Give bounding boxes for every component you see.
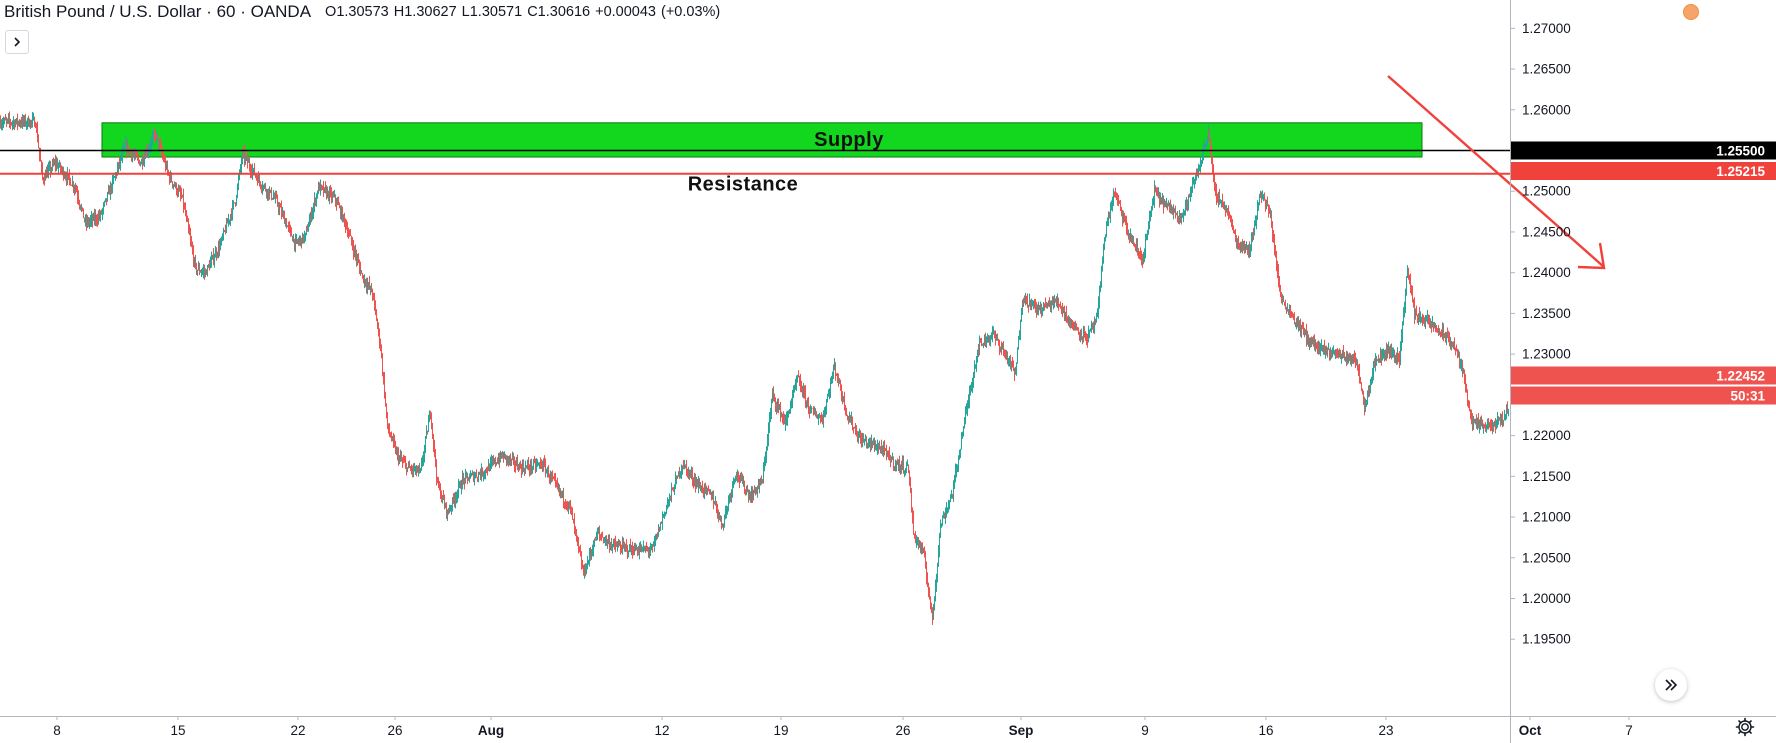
x-tick-label: 19 xyxy=(773,723,788,738)
y-tick-label: 1.25000 xyxy=(1522,184,1571,199)
scroll-to-realtime-button[interactable] xyxy=(1655,669,1687,701)
y-tick-label: 1.20000 xyxy=(1522,591,1571,606)
x-tick-label: 7 xyxy=(1625,723,1633,738)
x-tick-label: 23 xyxy=(1378,723,1393,738)
price-tag-label: 1.25215 xyxy=(1716,164,1765,179)
down-arrow-head xyxy=(1577,242,1606,270)
x-tick-label: 12 xyxy=(654,723,669,738)
supply-zone xyxy=(101,122,1423,158)
y-tick-label: 1.23000 xyxy=(1522,347,1571,362)
price-tag-label: 50:31 xyxy=(1730,388,1765,403)
y-tick-label: 1.26000 xyxy=(1522,102,1571,117)
expand-legend-button[interactable] xyxy=(5,30,29,54)
x-tick-label: Aug xyxy=(478,723,504,738)
double-chevron-right-icon xyxy=(1665,679,1678,691)
alert-dot-icon[interactable] xyxy=(1683,4,1699,20)
y-tick-label: 1.21500 xyxy=(1522,469,1571,484)
ohlc-values: O1.30573 H1.30627 L1.30571 C1.30616 +0.0… xyxy=(325,4,721,20)
x-tick-label: 22 xyxy=(290,723,305,738)
chevron-right-icon xyxy=(14,37,21,47)
candles xyxy=(0,111,1509,625)
price-tag-bg xyxy=(1511,386,1776,405)
x-tick-label: 9 xyxy=(1141,723,1149,738)
x-tick-label: 15 xyxy=(170,723,185,738)
price-tag-bg xyxy=(1511,141,1776,160)
x-tick-label: 8 xyxy=(53,723,61,738)
y-tick-label: 1.21000 xyxy=(1522,510,1571,525)
time-axis: 8 15 22 26 Aug 12 19 26 Sep 9 16 23 Oct 7 xyxy=(0,716,1776,738)
y-tick-label: 1.27000 xyxy=(1522,21,1571,36)
x-tick-label: 26 xyxy=(895,723,910,738)
symbol-title[interactable]: British Pound / U.S. Dollar · 60 · OANDA xyxy=(4,2,312,21)
price-axis: 1.19500 1.20000 1.20500 1.21000 1.21500 1.220… xyxy=(1510,0,1776,743)
y-tick-label: 1.26500 xyxy=(1522,62,1571,77)
price-tag-bg xyxy=(1511,162,1776,180)
supply-label: Supply xyxy=(814,129,884,151)
price-tag-label: 1.25500 xyxy=(1716,143,1765,158)
price-tag-label: 1.22452 xyxy=(1716,368,1765,383)
x-tick-label: 26 xyxy=(387,723,402,738)
y-tick-label: 1.20500 xyxy=(1522,550,1571,565)
x-tick-label: 16 xyxy=(1258,723,1273,738)
resistance-label: Resistance xyxy=(688,174,799,196)
y-tick-label: 1.24500 xyxy=(1522,224,1571,239)
x-tick-label: Oct xyxy=(1519,723,1542,738)
y-tick-label: 1.23500 xyxy=(1522,306,1571,321)
price-tag-bg xyxy=(1511,366,1776,385)
down-arrow-shaft xyxy=(1387,75,1605,268)
gear-icon xyxy=(1735,717,1755,737)
x-tick-label: Sep xyxy=(1009,723,1034,738)
level-lines xyxy=(0,149,1510,175)
annotations: Supply Resistance xyxy=(688,75,1606,270)
y-tick-label: 1.19500 xyxy=(1522,632,1571,647)
chart-legend: British Pound / U.S. Dollar · 60 · OANDA… xyxy=(4,1,720,23)
supply-zone-layer xyxy=(101,122,1423,158)
y-tick-label: 1.24000 xyxy=(1522,265,1571,280)
settings-gear-button[interactable] xyxy=(1732,714,1758,740)
y-tick-label: 1.22000 xyxy=(1522,428,1571,443)
